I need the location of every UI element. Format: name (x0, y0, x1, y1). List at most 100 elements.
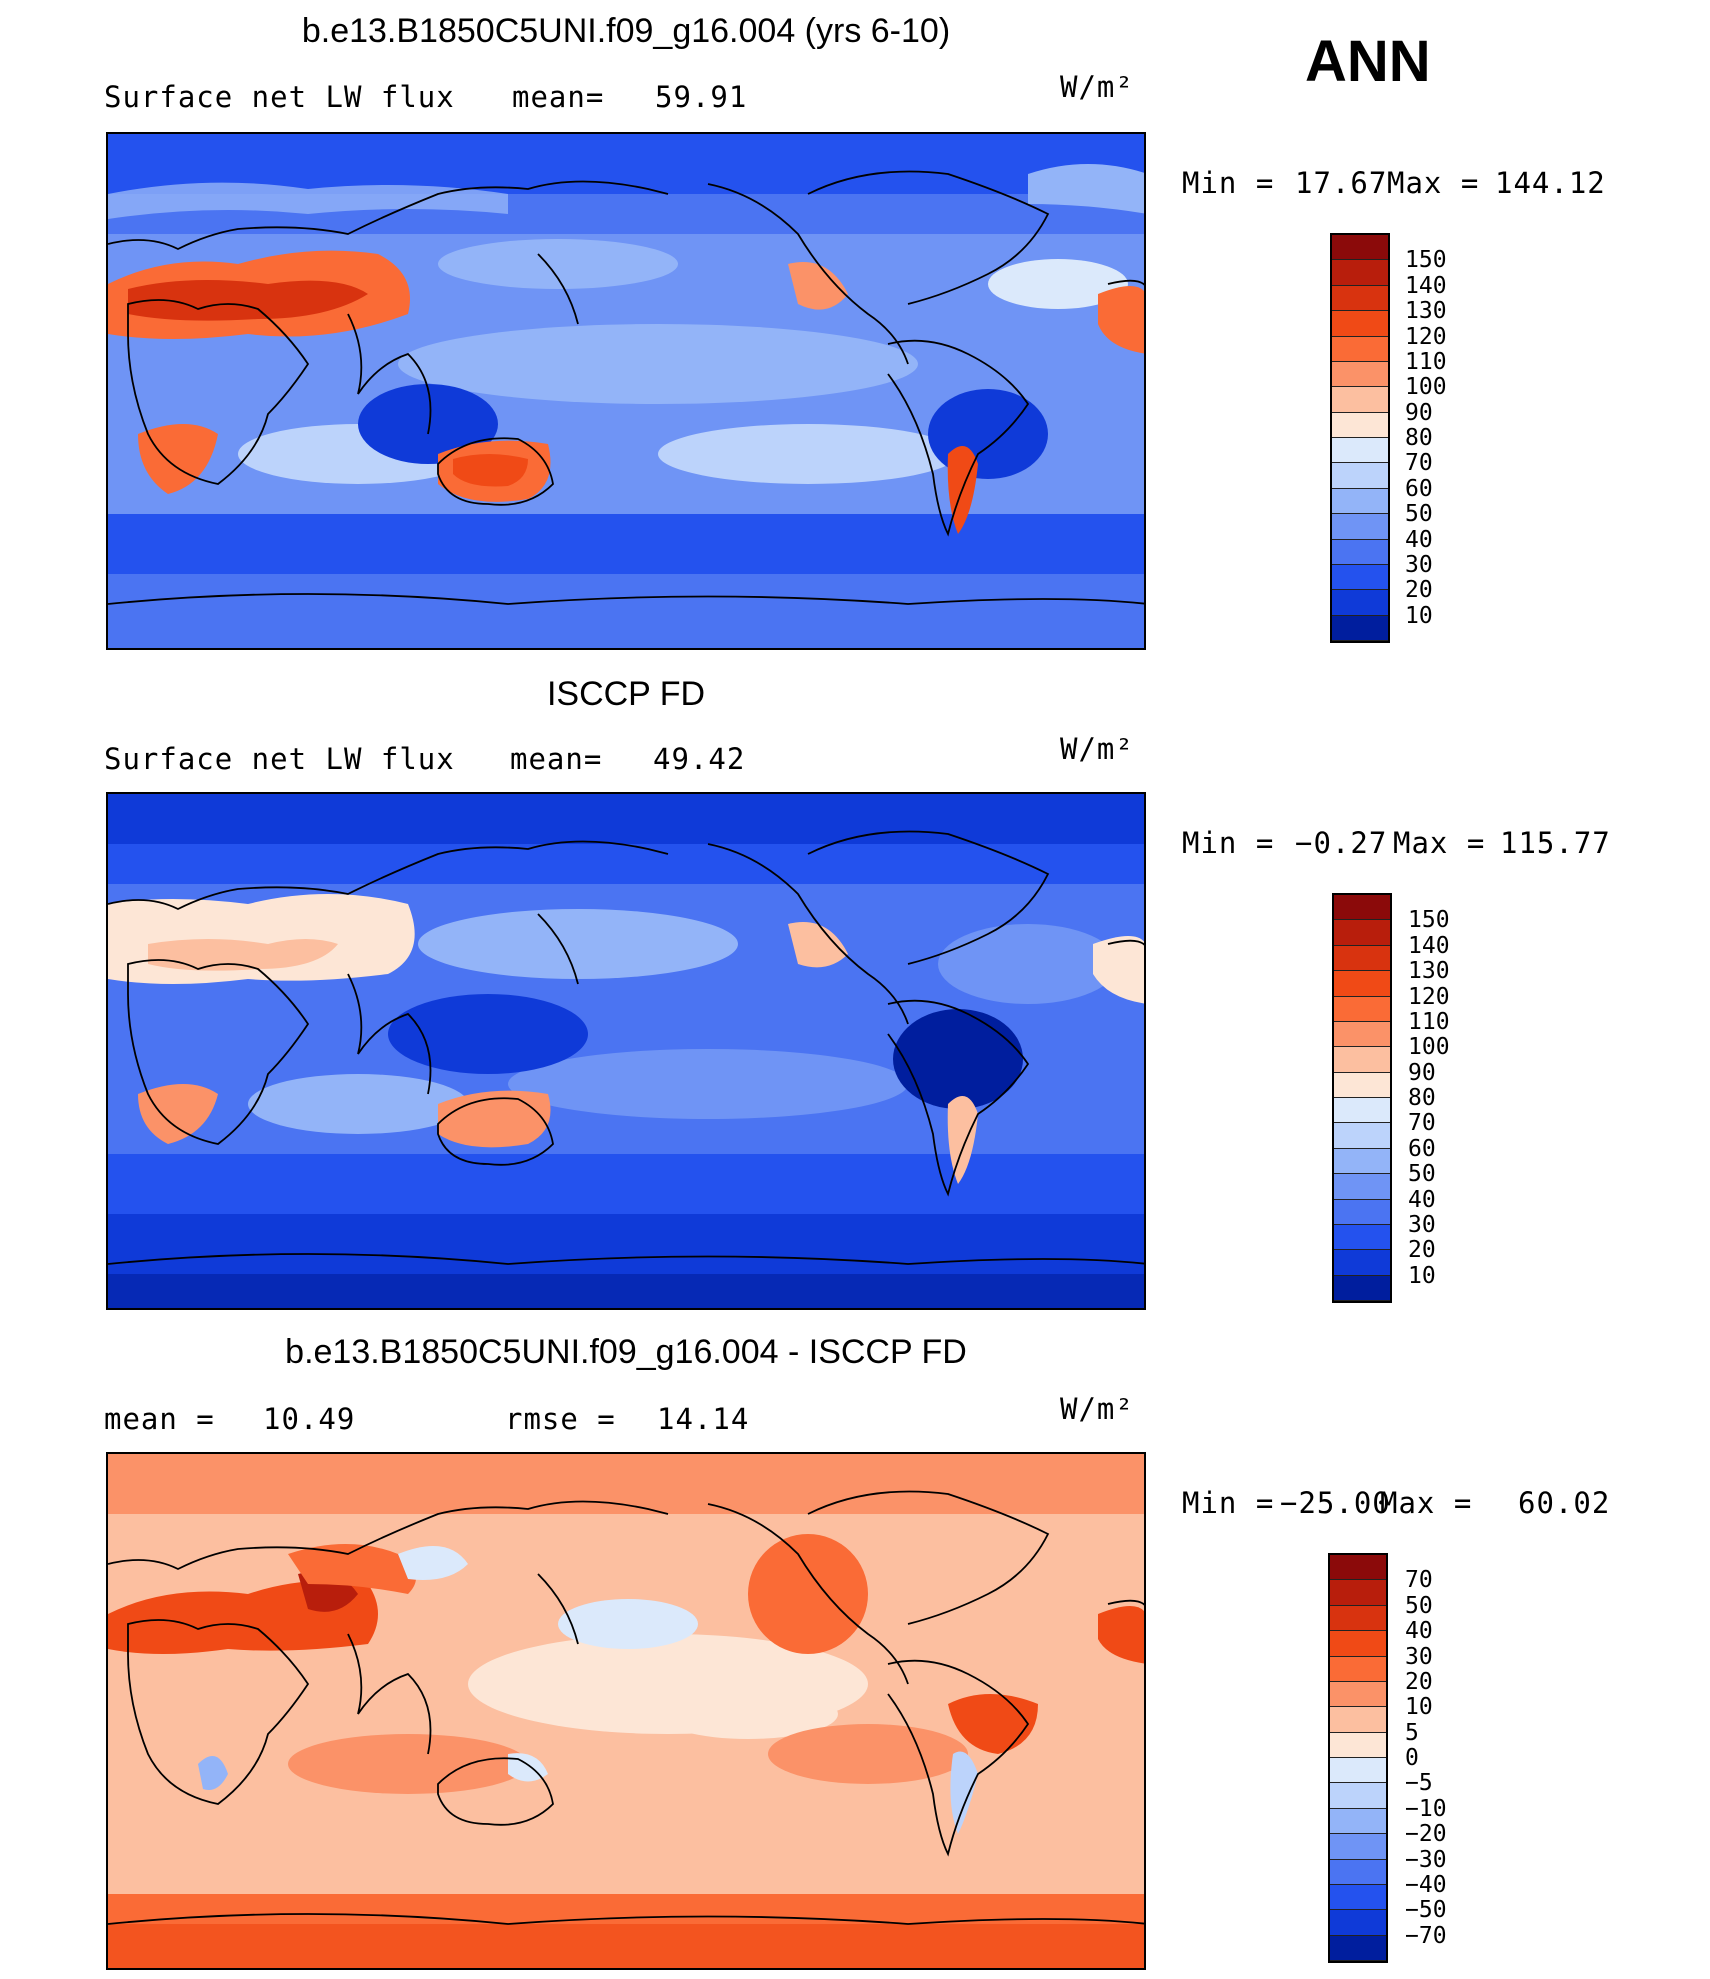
colorbar-tick-label: 50 (1408, 1161, 1436, 1188)
colorbar-swatch (1330, 1631, 1386, 1657)
colorbar-tick-label: 120 (1408, 983, 1450, 1010)
colorbar-tick-label: 60 (1408, 1135, 1436, 1162)
colorbar-tick-label: 20 (1408, 1237, 1436, 1264)
colorbar-swatch (1334, 1199, 1390, 1225)
colorbar-swatch (1334, 920, 1390, 946)
colorbar-swatch (1330, 1834, 1386, 1860)
colorbar-tick-label: −30 (1405, 1846, 1447, 1873)
colorbar-tick-label: 0 (1405, 1745, 1419, 1771)
panel-3-rmse-value: 14.14 (657, 1402, 750, 1436)
panel-2-units: W/m² (1060, 732, 1134, 766)
colorbar-tick-label: 90 (1408, 1059, 1436, 1086)
colorbar-tick-label: 80 (1405, 425, 1433, 451)
colorbar-tick-label: −40 (1405, 1871, 1447, 1898)
colorbar-tick-label: 70 (1408, 1110, 1436, 1137)
colorbar-tick-label: 10 (1408, 1262, 1436, 1289)
panel-2-colorbar (1332, 893, 1392, 1303)
colorbar-swatch (1330, 1758, 1386, 1784)
colorbar-swatch (1330, 1732, 1386, 1758)
colorbar-swatch (1330, 1783, 1386, 1809)
colorbar-swatch (1332, 438, 1388, 464)
colorbar-tick-label: 110 (1405, 348, 1447, 375)
colorbar-swatch (1332, 311, 1388, 337)
panel-3-max-label: Max = (1380, 1486, 1473, 1520)
panel-2-mean-value: 49.42 (653, 742, 746, 776)
panel-2-mean-label: mean= (510, 742, 603, 776)
panel-1-min-value: 17.67 (1295, 166, 1388, 200)
colorbar-tick-label: 20 (1405, 1668, 1433, 1695)
colorbar-swatch (1334, 1123, 1390, 1149)
colorbar-tick-label: −50 (1405, 1897, 1447, 1924)
colorbar-swatch (1330, 1910, 1386, 1936)
panel-1-colorbar (1330, 233, 1390, 643)
panel-1-mean-label: mean= (512, 80, 605, 114)
colorbar-tick-label: 30 (1405, 1643, 1433, 1670)
colorbar-swatch (1334, 996, 1390, 1022)
colorbar-swatch (1332, 336, 1388, 362)
colorbar-tick-label: 130 (1408, 958, 1450, 985)
colorbar-swatch (1330, 1555, 1386, 1581)
colorbar-tick-label: 150 (1408, 907, 1450, 934)
colorbar-swatch (1330, 1656, 1386, 1682)
colorbar-swatch (1330, 1884, 1386, 1911)
colorbar-swatch (1330, 1707, 1386, 1733)
colorbar-swatch (1332, 590, 1388, 616)
panel-3-min-value: −25.00 (1280, 1486, 1391, 1520)
colorbar-swatch (1334, 895, 1390, 921)
colorbar-swatch (1334, 1174, 1390, 1200)
colorbar-tick-label: 140 (1405, 272, 1447, 299)
panel-2-min-value: −0.27 (1295, 826, 1388, 860)
colorbar-tick-label: −10 (1405, 1795, 1447, 1822)
panel-2-min-label: Min = (1182, 826, 1275, 860)
panel-2-colorbar-labels: 150 140 130 120 110 100 90 80 70 60 50 40 30 20 10 (1408, 893, 1488, 1303)
colorbar-tick-label: 50 (1405, 501, 1433, 528)
panel-3-max-value: 60.02 (1518, 1486, 1611, 1520)
panel-1-max-value: 144.12 (1495, 166, 1606, 200)
colorbar-swatch (1334, 1275, 1390, 1301)
panel-1-mean-value: 59.91 (655, 80, 748, 114)
colorbar-swatch (1334, 971, 1390, 997)
colorbar-swatch (1330, 1681, 1386, 1708)
colorbar-swatch (1330, 1859, 1386, 1885)
colorbar-tick-label: 130 (1405, 298, 1447, 325)
panel-3-units: W/m² (1060, 1392, 1134, 1426)
panel-3-min-label: Min = (1182, 1486, 1275, 1520)
panel-3-mean-value: 10.49 (263, 1402, 356, 1436)
colorbar-swatch (1332, 539, 1388, 565)
panel-1-field (108, 134, 1144, 648)
season-label: ANN (1305, 29, 1431, 94)
colorbar-tick-label: 10 (1405, 1694, 1433, 1721)
colorbar-swatch (1334, 945, 1390, 972)
colorbar-swatch (1330, 1808, 1386, 1835)
colorbar-tick-label: 150 (1405, 247, 1447, 274)
colorbar-tick-label: 40 (1405, 1618, 1433, 1645)
panel-2-map (106, 792, 1146, 1310)
colorbar-swatch (1332, 260, 1388, 286)
colorbar-swatch (1332, 285, 1388, 312)
colorbar-swatch (1332, 463, 1388, 489)
colorbar-swatch (1332, 615, 1388, 641)
panel-3-map (106, 1452, 1146, 1970)
colorbar-tick-label: 80 (1408, 1085, 1436, 1111)
colorbar-tick-label: 110 (1408, 1008, 1450, 1035)
colorbar-tick-label: 5 (1405, 1719, 1419, 1746)
panel-1-max-label: Max = (1387, 166, 1480, 200)
colorbar-tick-label: 100 (1405, 374, 1447, 401)
colorbar-tick-label: 30 (1408, 1211, 1436, 1238)
colorbar-tick-label: 100 (1408, 1034, 1450, 1061)
colorbar-tick-label: 30 (1405, 551, 1433, 578)
panel-2-title: ISCCP FD (546, 675, 706, 713)
colorbar-tick-label: 90 (1405, 399, 1433, 426)
panel-1-min-label: Min = (1182, 166, 1275, 200)
colorbar-swatch (1332, 361, 1388, 388)
panel-3-field (108, 1454, 1144, 1968)
colorbar-swatch (1334, 1224, 1390, 1251)
colorbar-tick-label: 140 (1408, 932, 1450, 959)
colorbar-swatch (1334, 1250, 1390, 1276)
colorbar-tick-label: 40 (1405, 526, 1433, 553)
colorbar-swatch (1334, 1021, 1390, 1048)
panel-1-colorbar-labels: 150 140 130 120 110 100 90 80 70 60 50 40 30 20 10 (1405, 233, 1485, 643)
panel-3-rmse-label: rmse = (505, 1402, 616, 1436)
panel-2-max-value: 115.77 (1500, 826, 1611, 860)
colorbar-tick-label: −20 (1405, 1821, 1447, 1848)
